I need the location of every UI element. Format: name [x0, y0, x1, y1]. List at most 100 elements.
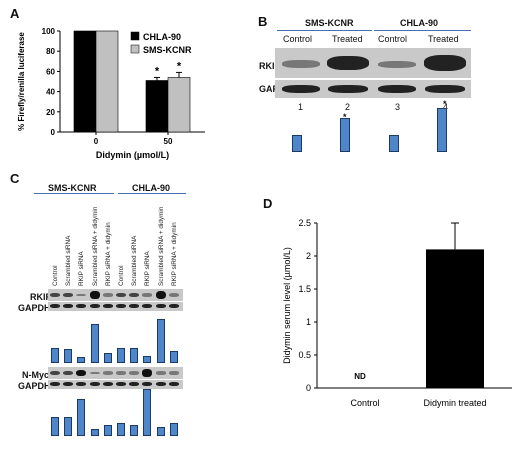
blot-c-lane-label-6: Control [118, 265, 125, 286]
blot-c-nmyc-gapdh-band-1 [50, 382, 60, 386]
a-star-1: * [177, 60, 182, 72]
blot-c-rkip-dens-bar-3 [77, 357, 86, 363]
a-xtick-label-1: 50 [164, 137, 173, 146]
blot-b-rkip-band-1 [282, 60, 320, 68]
d-ytick-label-1: 0.5 [298, 350, 311, 360]
blot-b-gapdh-band-1 [282, 85, 320, 93]
blot-b-star-2: * [443, 99, 447, 109]
blot-b-gapdh-band-3 [378, 85, 416, 93]
a-ytick-label-2: 40 [46, 88, 55, 97]
panel-d-label: D [263, 196, 273, 211]
d-bar-1 [426, 249, 484, 388]
blot-b-star-1: * [343, 112, 347, 122]
a-ytick-label-5: 100 [42, 27, 56, 36]
blot-b-lane-3: 3 [395, 102, 401, 112]
blot-b-rkip-band-4 [424, 55, 466, 71]
blot-c-nmyc-dens-bar-8 [143, 389, 152, 436]
a-xtick-label-0: 0 [94, 137, 99, 146]
blot-c-nmyc-dens-bar-5 [103, 425, 112, 436]
blot-c-lane-label-3: RKIP siRNA [78, 251, 86, 286]
blot-c-rkip-band-7 [129, 292, 140, 298]
blot-b-cond-1: Control [283, 34, 313, 44]
panel-a-label: A [10, 6, 20, 21]
blot-c-rkip-dens-bar-7 [130, 348, 139, 363]
a-bar-SMS-KCNR-0 [95, 30, 119, 133]
a-star-0: * [155, 65, 160, 77]
blot-c: SMS-KCNR CHLA-90 Control Scrambled siRNA R… [18, 183, 186, 436]
blot-b-gapdh-band-4 [425, 85, 465, 93]
blot-c-nmyc-gapdh-band-5 [102, 382, 113, 386]
blot-c-gapdh1-membrane [48, 302, 183, 311]
blot-b-group2-line [374, 30, 471, 31]
blot-c-nmyc-dens-bar-2 [64, 417, 73, 436]
blot-c-rkip-dens-bar-8 [143, 356, 152, 363]
blot-b-lane-4: 4 [443, 102, 449, 112]
blot-c-lane-label-7: Scrambled siRNA [131, 235, 139, 286]
blot-b-dens-bar-4 [437, 108, 447, 152]
blot-b-group1: SMS-KCNR [305, 18, 354, 28]
blot-b-rkip-band-2 [327, 56, 369, 70]
blot-c-nmyc-band-1 [50, 370, 60, 376]
chart-a: 0 20 40 60 80 100 0 * * 50 Didymin (µmol/L) % Firef… [17, 27, 205, 160]
blot-c-rkip-gapdh-band-9 [155, 304, 166, 308]
a-legend-label-0: CHLA-90 [143, 32, 181, 42]
blot-c-rkip-dens-bar-4 [90, 324, 99, 363]
d-xtick-label-0: Control [350, 398, 379, 408]
d-ylabel: Didymin serum level (µmol/L) [282, 247, 292, 364]
blot-c-rkip-dens-bar-10 [169, 351, 178, 363]
blot-c-rkip-gapdh-band-6 [116, 304, 126, 308]
blot-b-dens-bar-3 [389, 135, 399, 152]
blot-b-lane-1: 1 [298, 102, 304, 112]
blot-c-rkip-gapdh-band-7 [129, 304, 140, 308]
d-ytick-label-5: 2.5 [298, 218, 311, 228]
blot-b-dens-bar-2 [340, 118, 350, 152]
blot-c-row-gapdh1: GAPDH [18, 303, 51, 313]
blot-c-group1-line [34, 193, 114, 194]
blot-c-lane-label-9: Scrambled siRNA + didymin [157, 206, 165, 286]
blot-c-group2-line [118, 193, 186, 194]
blot-c-nmyc-band-8 [142, 369, 153, 377]
blot-c-rkip-gapdh-band-8 [142, 304, 153, 308]
blot-b-dens-bar-1 [292, 135, 302, 152]
d-nd-label: ND [354, 372, 366, 381]
blot-c-gapdh2-membrane [48, 380, 183, 389]
a-ytick-label-0: 0 [51, 128, 56, 137]
blot-c-nmyc-gapdh-band-4 [89, 382, 100, 386]
blot-c-nmyc-gapdh-band-6 [116, 382, 126, 386]
blot-c-rkip-band-1 [50, 292, 60, 298]
blot-c-nmyc-gapdh-band-7 [129, 382, 140, 386]
blot-c-nmyc-band-2 [63, 370, 74, 376]
blot-c-group2: CHLA-90 [132, 183, 171, 193]
blot-b-row-rkip: RKIP [259, 61, 281, 71]
a-ytick-label-3: 60 [46, 67, 55, 76]
blot-b-gapdh-band-2 [328, 85, 368, 93]
blot-c-nmyc-dens-bar-1 [51, 417, 59, 436]
blot-b-group2: CHLA-90 [400, 18, 439, 28]
blot-c-rkip-band-4 [89, 291, 100, 299]
blot-c-nmyc-band-6 [116, 371, 126, 375]
a-legend-swatch-1 [130, 44, 140, 54]
blot-b-lane-2: 2 [345, 102, 351, 112]
blot-c-nmyc-band-5 [102, 371, 113, 375]
a-legend-label-1: SMS-KCNR [143, 45, 192, 55]
blot-c-rkip-dens-bar-2 [64, 349, 73, 363]
blot-c-nmyc-dens-bar-6 [117, 423, 125, 436]
blot-c-nmyc-gapdh-band-8 [142, 382, 153, 386]
blot-c-rkip-dens-bar-5 [103, 353, 112, 363]
blot-c-lane-label-5: RKIP siRNA + didymin [104, 222, 112, 286]
a-ytick-label-1: 20 [46, 108, 55, 117]
d-ytick-label-4: 2 [306, 251, 311, 261]
blot-c-rkip-band-10 [168, 293, 179, 297]
blot-c-rkip-band-9 [155, 290, 166, 300]
blot-c-lane-label-4: Scrambled siRNA + didymin [91, 206, 99, 286]
a-ytick-label-4: 80 [46, 47, 55, 56]
blot-c-rkip-band-3 [76, 293, 87, 297]
blot-b-gapdh-membrane [275, 80, 471, 98]
blot-c-nmyc-dens-bar-4 [90, 429, 99, 436]
blot-c-nmyc-dens-bar-7 [130, 425, 139, 436]
d-ytick-label-3: 1.5 [298, 284, 311, 294]
blot-c-rkip-gapdh-band-10 [168, 304, 179, 308]
blot-c-rkip-band-6 [116, 292, 126, 298]
blot-c-nmyc-band-3 [76, 369, 87, 377]
blot-c-nmyc-dens-bar-9 [156, 427, 165, 436]
